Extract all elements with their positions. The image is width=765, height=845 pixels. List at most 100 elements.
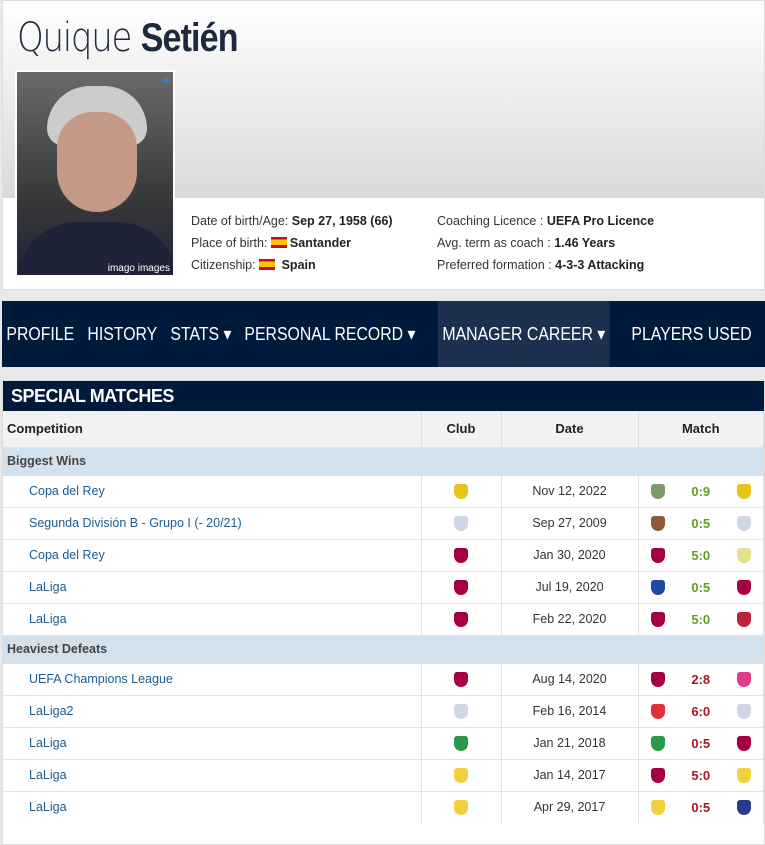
competition-link[interactable]: LaLiga	[3, 758, 422, 791]
competition-link[interactable]: LaLiga2	[3, 694, 422, 727]
competition-link[interactable]: Copa del Rey	[3, 474, 422, 507]
club-cell	[421, 662, 502, 695]
lugo-crest-icon[interactable]	[454, 703, 468, 719]
info-left: Date of birth/Age: Sep 27, 1958 (66) Pla…	[191, 214, 393, 272]
barcelona-crest-icon[interactable]	[650, 767, 665, 783]
barcelona-crest-icon[interactable]	[650, 611, 665, 627]
table-row: LaLiga Jul 19, 2020 0:5	[3, 570, 764, 603]
date-cell: Nov 12, 2022	[501, 474, 639, 507]
plus-icon[interactable]: +	[161, 72, 170, 88]
alaves-crest-icon[interactable]	[650, 579, 665, 595]
club-cell	[421, 570, 502, 603]
competition-link[interactable]: LaLiga	[3, 790, 422, 823]
table-row: LaLiga Jan 21, 2018 0:5	[3, 726, 764, 759]
table-row: LaLiga2 Feb 16, 2014 6:0	[3, 694, 764, 727]
score-link[interactable]: 0:5	[691, 735, 711, 751]
bayern-crest-icon[interactable]	[736, 671, 751, 687]
club-cell	[421, 474, 502, 507]
score-link[interactable]: 0:5	[691, 579, 711, 595]
leganes-crest-icon[interactable]	[736, 547, 751, 563]
barcelona-crest-icon[interactable]	[736, 579, 751, 595]
club-cell	[421, 694, 502, 727]
betis-crest-icon[interactable]	[650, 735, 665, 751]
date-cell: Jan 30, 2020	[501, 538, 639, 571]
villarreal-crest-icon[interactable]	[736, 483, 751, 499]
col-club: Club	[421, 411, 502, 447]
score-link[interactable]: 6:0	[691, 703, 711, 719]
score-link[interactable]: 5:0	[691, 767, 711, 783]
barcelona-crest-icon[interactable]	[454, 611, 468, 627]
table-row: LaLiga Apr 29, 2017 0:5	[3, 790, 764, 823]
date-cell: Jan 14, 2017	[501, 758, 639, 791]
barcelona-crest-icon[interactable]	[736, 735, 751, 751]
laspalmas-crest-icon[interactable]	[736, 767, 751, 783]
nav-item-personal-record[interactable]: PERSONAL RECORD ▾	[244, 324, 416, 344]
barcelona-crest-icon[interactable]	[650, 547, 665, 563]
atletico-crest-icon[interactable]	[736, 799, 751, 815]
club-cell	[421, 758, 502, 791]
barcelona-crest-icon[interactable]	[454, 671, 468, 687]
barcelona-crest-icon[interactable]	[650, 671, 665, 687]
section-title: SPECIAL MATCHES	[3, 381, 764, 411]
match-cell: 2:8	[638, 662, 764, 695]
competition-link[interactable]: LaLiga	[3, 570, 422, 603]
match-cell: 0:5	[638, 790, 764, 823]
numancia-crest-icon[interactable]	[650, 515, 665, 531]
manager-photo[interactable]: + imago images	[15, 70, 175, 277]
match-cell: 5:0	[638, 758, 764, 791]
score-link[interactable]: 2:8	[691, 671, 711, 687]
col-competition: Competition	[3, 411, 422, 447]
cd_ebro-crest-icon[interactable]	[650, 483, 665, 499]
competition-link[interactable]: UEFA Champions League	[3, 662, 422, 695]
spain-flag-icon	[270, 237, 287, 248]
score-link[interactable]: 5:0	[691, 547, 711, 563]
barcelona-crest-icon[interactable]	[454, 547, 468, 563]
table-row: LaLiga Feb 22, 2020 5:0	[3, 602, 764, 635]
girona-crest-icon[interactable]	[650, 703, 665, 719]
table-row: UEFA Champions League Aug 14, 2020 2:8	[3, 662, 764, 695]
page-title: Quique Setién	[17, 15, 238, 61]
score-link[interactable]: 0:5	[691, 799, 711, 815]
table-row: Segunda División B - Grupo I (- 20/21) S…	[3, 506, 764, 539]
lugo-crest-icon[interactable]	[736, 703, 751, 719]
nav-item-history[interactable]: HISTORY	[87, 324, 158, 344]
special-matches-box: SPECIAL MATCHES Competition Club Date Ma…	[2, 380, 765, 845]
special-matches-table: Competition Club Date Match Biggest Wins…	[3, 411, 764, 823]
match-cell: 0:9	[638, 474, 764, 507]
laspalmas-crest-icon[interactable]	[650, 799, 665, 815]
score-link[interactable]: 0:9	[691, 483, 711, 499]
match-cell: 6:0	[638, 694, 764, 727]
nav-item-manager-career[interactable]: MANAGER CAREER ▾	[438, 301, 610, 367]
match-cell: 5:0	[638, 538, 764, 571]
competition-link[interactable]: Copa del Rey	[3, 538, 422, 571]
lugo-crest-icon[interactable]	[736, 515, 751, 531]
villarreal-crest-icon[interactable]	[454, 483, 468, 499]
competition-link[interactable]: LaLiga	[3, 726, 422, 759]
table-row: Copa del Rey Nov 12, 2022 0:9	[3, 474, 764, 507]
match-cell: 0:5	[638, 726, 764, 759]
score-link[interactable]: 0:5	[691, 515, 711, 531]
date-cell: Aug 14, 2020	[501, 662, 639, 695]
col-match: Match	[638, 411, 764, 447]
laspalmas-crest-icon[interactable]	[454, 799, 468, 815]
date-cell: Feb 22, 2020	[501, 602, 639, 635]
eibar-crest-icon[interactable]	[736, 611, 751, 627]
club-cell	[421, 538, 502, 571]
laspalmas-crest-icon[interactable]	[454, 767, 468, 783]
lugo-crest-icon[interactable]	[454, 515, 468, 531]
dob-value: Sep 27, 1958 (66)	[291, 214, 393, 228]
date-cell: Sep 27, 2009	[501, 506, 639, 539]
betis-crest-icon[interactable]	[454, 735, 468, 751]
nav-item-profile[interactable]: PROFILE	[6, 324, 75, 344]
info-right: Coaching Licence : UEFA Pro Licence Avg.…	[437, 214, 655, 272]
match-cell: 5:0	[638, 602, 764, 635]
group-header: Biggest Wins	[3, 446, 764, 475]
nav-item-players-used[interactable]: PLAYERS USED	[631, 324, 752, 344]
barcelona-crest-icon[interactable]	[454, 579, 468, 595]
date-cell: Feb 16, 2014	[501, 694, 639, 727]
nav-item-stats[interactable]: STATS ▾	[170, 324, 232, 344]
competition-link[interactable]: Segunda División B - Grupo I (- 20/21)	[3, 506, 422, 539]
profile-header: Quique Setién + imago images Date of bir…	[2, 0, 765, 290]
competition-link[interactable]: LaLiga	[3, 602, 422, 635]
score-link[interactable]: 5:0	[691, 611, 711, 627]
